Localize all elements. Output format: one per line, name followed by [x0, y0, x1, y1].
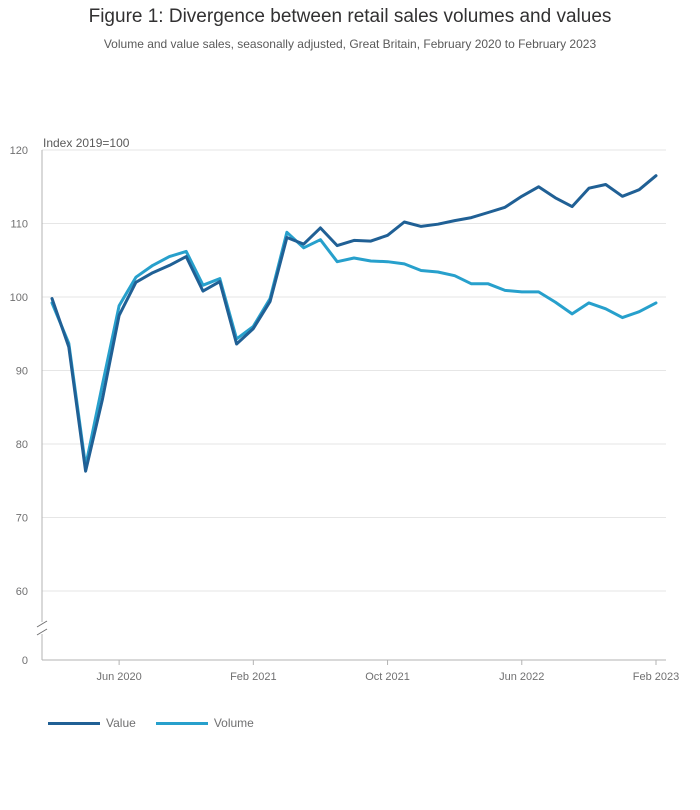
gridlines [42, 149, 666, 592]
y-tick-label: 100 [10, 292, 28, 304]
axes: 0 60 70 80 90 100 110 120 Jun 2020 Feb 2021 Oct 20… [10, 145, 680, 683]
chart-title: Figure 1: Divergence between retail sale… [88, 6, 612, 27]
legend-item-volume[interactable]: Volume [155, 716, 254, 730]
axis-break-mark [36, 620, 48, 628]
x-tick-label: Feb 2021 [230, 671, 276, 683]
y-tick-label: 70 [16, 513, 28, 525]
y-tick-label: 110 [10, 219, 28, 231]
legend-label-value: Value [106, 716, 136, 730]
legend-label-volume: Volume [213, 716, 254, 730]
series-lines [50, 174, 658, 473]
series-line-value[interactable] [50, 174, 658, 473]
x-tick-label: Jun 2022 [499, 671, 544, 683]
y-tick-label: 120 [10, 145, 28, 157]
y-axis-unit-label: Index 2019=100 [43, 136, 130, 150]
y-tick-label: 90 [16, 366, 28, 378]
line-chart: 0 60 70 80 90 100 110 120 Jun 2020 Feb 2021 Oct 20… [10, 136, 680, 683]
x-tick-label: Feb 2023 [633, 671, 679, 683]
x-tick-label: Jun 2020 [96, 671, 141, 683]
legend-item-value[interactable]: Value [48, 716, 136, 730]
legend: Value Volume [48, 716, 274, 730]
legend-swatch-value [48, 721, 100, 725]
chart-subtitle: Volume and value sales, seasonally adjus… [103, 37, 597, 51]
y-tick-label: 0 [22, 655, 28, 667]
x-tick-label: Oct 2021 [365, 671, 410, 683]
y-tick-label: 80 [16, 439, 28, 451]
series-line-volume[interactable] [50, 230, 658, 468]
axis-break-mark [36, 628, 48, 636]
legend-swatch-volume [155, 721, 208, 725]
y-tick-label: 60 [16, 586, 28, 598]
